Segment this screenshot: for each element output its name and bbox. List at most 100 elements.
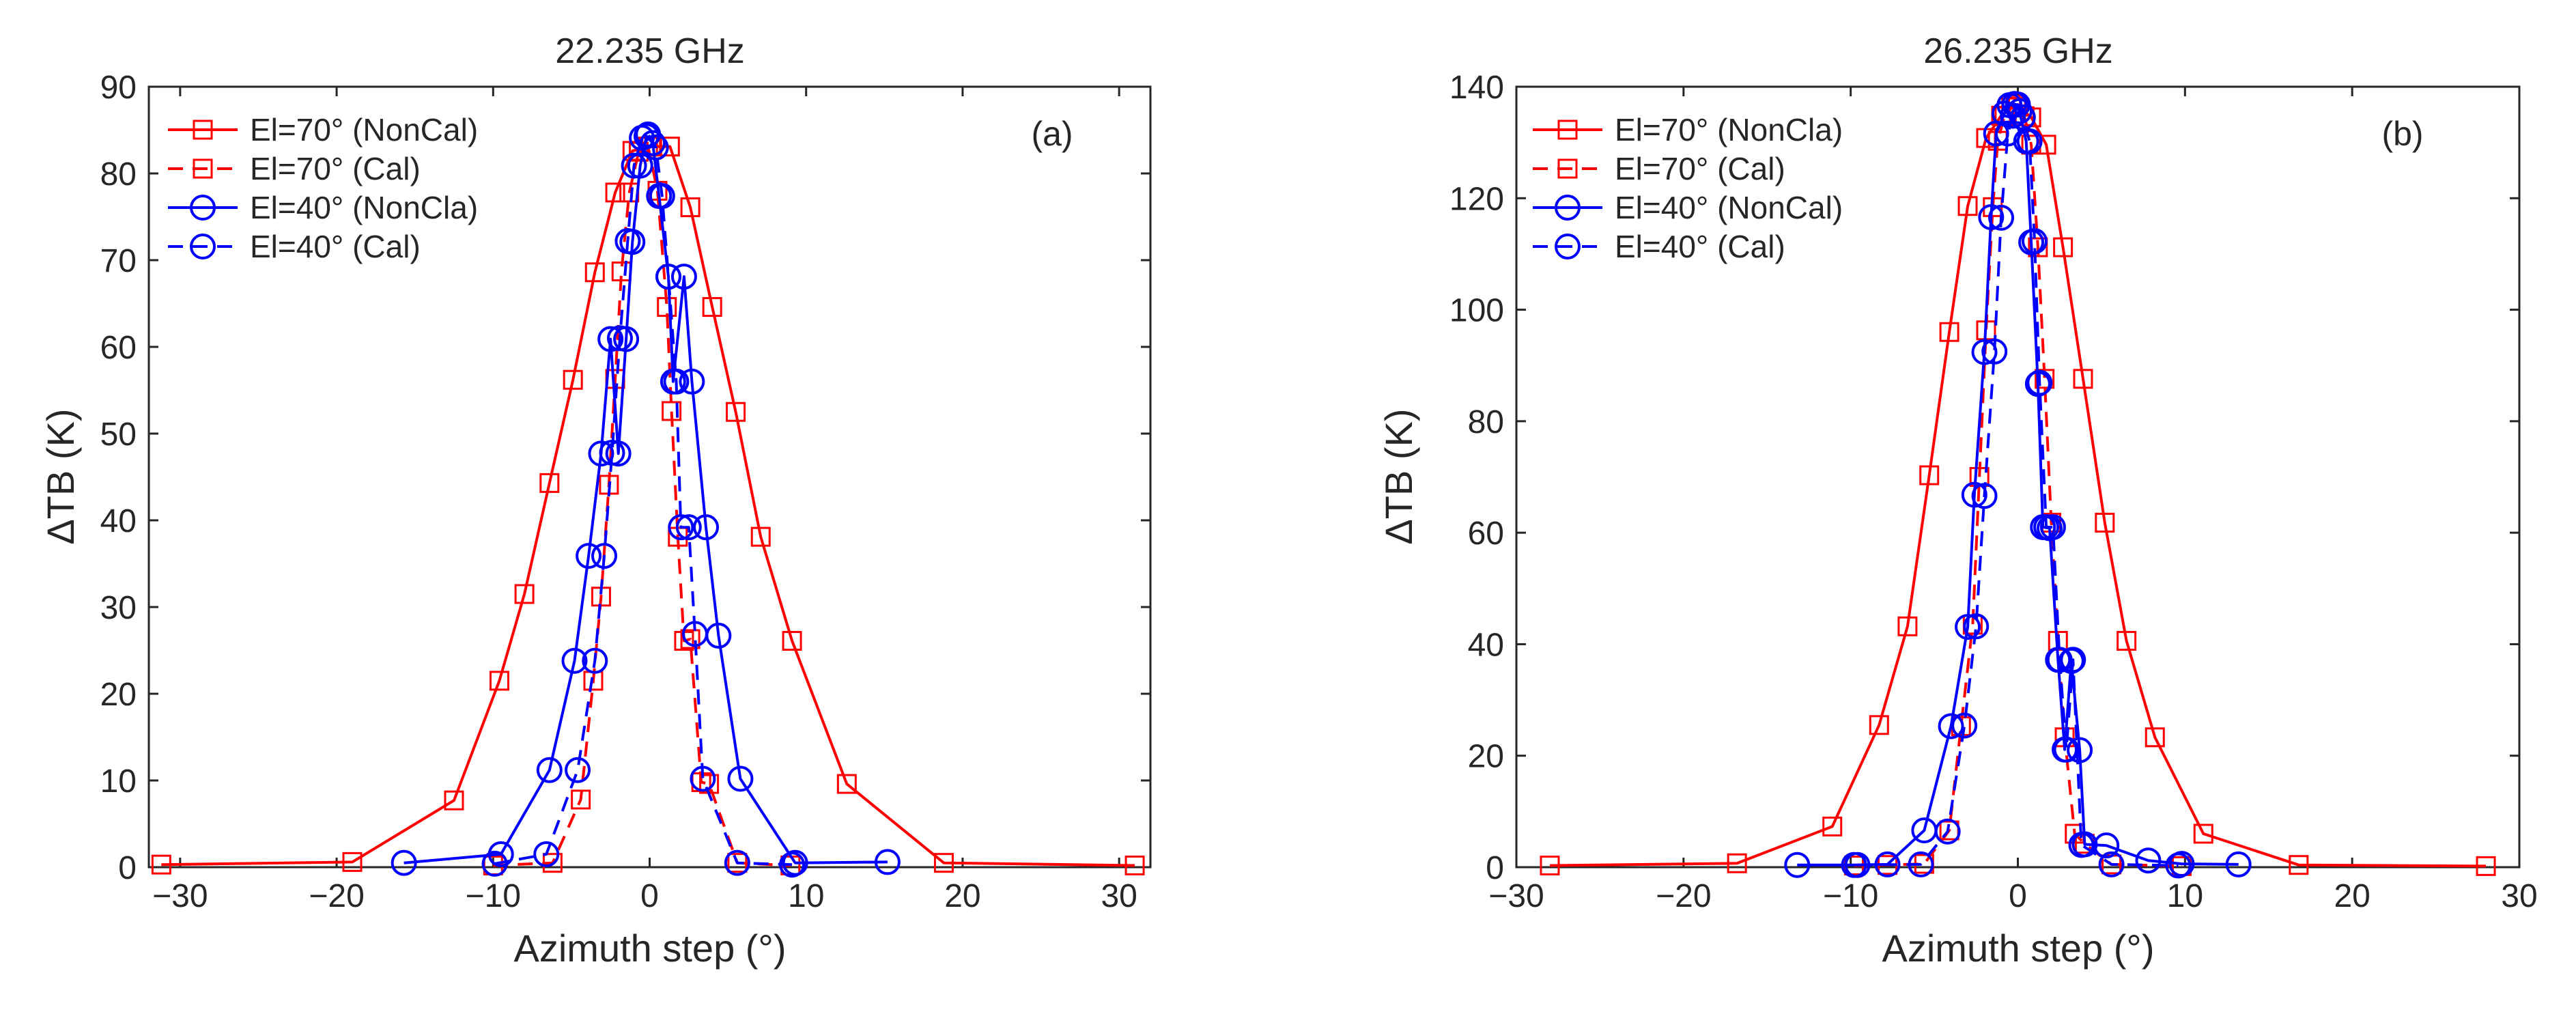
data-point — [588, 440, 614, 467]
legend-label: El=70° (NonCla) — [1615, 112, 1843, 147]
data-point — [489, 671, 509, 691]
series-line — [1854, 105, 2182, 868]
data-point — [657, 297, 677, 318]
data-point — [680, 197, 700, 218]
y-tick-label: 60 — [100, 330, 137, 366]
y-tick-label: 90 — [100, 70, 137, 106]
y-tick-label: 20 — [100, 677, 137, 713]
data-point — [571, 789, 591, 810]
data-point — [2095, 512, 2115, 533]
data-point — [391, 849, 417, 876]
chart-title: 26.235 GHz — [1923, 31, 2113, 71]
series-line — [1857, 103, 2179, 867]
data-point — [481, 850, 508, 877]
data-point — [670, 264, 697, 290]
data-point — [1844, 851, 1871, 878]
data-point — [635, 121, 662, 147]
y-tick-label: 50 — [100, 417, 137, 453]
data-point — [663, 368, 690, 395]
panel-label: (b) — [2381, 115, 2423, 153]
data-point — [750, 526, 771, 547]
x-tick-label: −30 — [1488, 878, 1544, 914]
series — [1784, 91, 2252, 878]
data-point — [782, 631, 802, 651]
legend-label: El=70° (NonCal) — [250, 112, 478, 147]
chart-title: 22.235 GHz — [555, 31, 745, 71]
data-point — [724, 849, 750, 876]
data-point — [874, 849, 901, 875]
data-point — [727, 853, 748, 873]
y-tick-label: 0 — [1486, 850, 1504, 886]
data-point — [1955, 614, 1981, 640]
data-point — [597, 326, 624, 352]
legend-label: El=70° (Cal) — [250, 151, 421, 186]
data-point — [1939, 322, 1959, 342]
x-tick-label: 30 — [1101, 878, 1137, 914]
legend-label: El=70° (Cal) — [1615, 151, 1785, 186]
data-point — [660, 137, 680, 157]
series-line — [494, 132, 793, 867]
data-point — [614, 228, 641, 255]
chart-panel-b: 26.235 GHz −30 −20 −10 0 10 20 30 0 20 40 60 80 100 1… — [1377, 31, 2538, 970]
data-point — [1951, 712, 1978, 739]
y-tick-label: 80 — [1468, 404, 1504, 440]
data-point — [1908, 851, 1934, 877]
legend: El=70° (NonCla) El=70° (Cal) El=40° (NonCa… — [1533, 112, 1843, 264]
data-point — [681, 621, 708, 647]
legend-marker — [193, 119, 213, 140]
x-axis-label: Azimuth step (°) — [1882, 927, 2155, 970]
x-tick-label: −20 — [309, 878, 364, 914]
data-point — [2039, 513, 2066, 540]
data-point — [2021, 228, 2048, 255]
legend-label: El=40° (NonCal) — [1615, 190, 1843, 225]
data-point — [2035, 369, 2055, 389]
data-point — [2225, 851, 2252, 877]
data-point — [533, 841, 560, 867]
data-point — [1981, 338, 2008, 365]
data-point — [2033, 513, 2060, 540]
data-point — [2289, 855, 2309, 875]
data-point — [779, 851, 806, 878]
chart-panel-a: 22.235 GHz −30 −20 −10 0 10 20 30 0 10 20 30 40 50 60… — [39, 31, 1152, 970]
data-point — [727, 765, 754, 792]
data-point — [1919, 465, 1940, 485]
data-point — [690, 765, 716, 792]
data-point — [342, 851, 363, 872]
data-point — [675, 514, 702, 541]
series-layer — [1540, 91, 2496, 879]
data-point — [662, 401, 682, 421]
data-point — [621, 152, 647, 179]
series-line — [1797, 102, 2239, 867]
y-tick-label: 60 — [1468, 516, 1504, 552]
series — [1844, 96, 2192, 876]
data-point — [1961, 481, 1987, 508]
data-point — [726, 402, 746, 422]
legend-marker — [190, 234, 216, 259]
data-point — [1897, 616, 1918, 636]
data-point — [536, 757, 563, 783]
data-point — [649, 183, 675, 210]
legend-marker — [1555, 234, 1581, 259]
x-tick-label: 10 — [2167, 878, 2203, 914]
legend-marker — [1557, 158, 1578, 179]
data-point — [2145, 727, 2165, 748]
y-tick-label: 30 — [100, 590, 137, 626]
data-point — [1957, 196, 1978, 216]
legend-label: El=40° (NonCla) — [250, 190, 478, 225]
axis-ticks: −30 −20 −10 0 10 20 30 0 10 20 30 40 50 60 70 80 90 — [100, 70, 1150, 914]
x-tick-label: −10 — [1823, 878, 1878, 914]
series — [481, 121, 806, 878]
data-point — [444, 790, 464, 811]
data-point — [2073, 369, 2093, 389]
series-layer — [151, 121, 1145, 878]
data-point — [2193, 823, 2213, 844]
panel-label: (a) — [1031, 115, 1073, 153]
data-point — [563, 369, 583, 390]
x-tick-label: 0 — [2009, 878, 2027, 914]
series — [1844, 91, 2192, 879]
y-axis-label: ΔTB (K) — [39, 408, 82, 544]
data-point — [2053, 736, 2080, 763]
data-point — [1971, 483, 1998, 509]
data-point — [693, 514, 720, 541]
